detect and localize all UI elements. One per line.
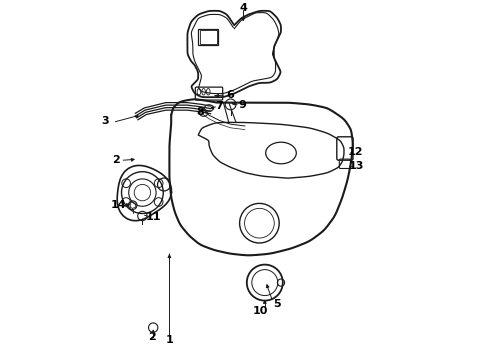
Text: 13: 13 [348,161,364,171]
Text: 5: 5 [273,299,281,309]
Bar [198,29,218,45]
Text: 14: 14 [110,200,126,210]
Text: 7: 7 [215,101,223,111]
Text: 10: 10 [253,306,268,316]
Text: 12: 12 [348,147,364,157]
Text: 2: 2 [113,155,121,165]
Text: 6: 6 [226,90,234,100]
Text: 8: 8 [196,107,204,117]
Bar [199,30,217,44]
Text: 2: 2 [148,332,156,342]
Text: 4: 4 [239,3,247,13]
Text: 9: 9 [238,100,246,110]
Text: 1: 1 [166,335,173,345]
Text: 3: 3 [101,116,109,126]
Text: 11: 11 [146,212,161,222]
